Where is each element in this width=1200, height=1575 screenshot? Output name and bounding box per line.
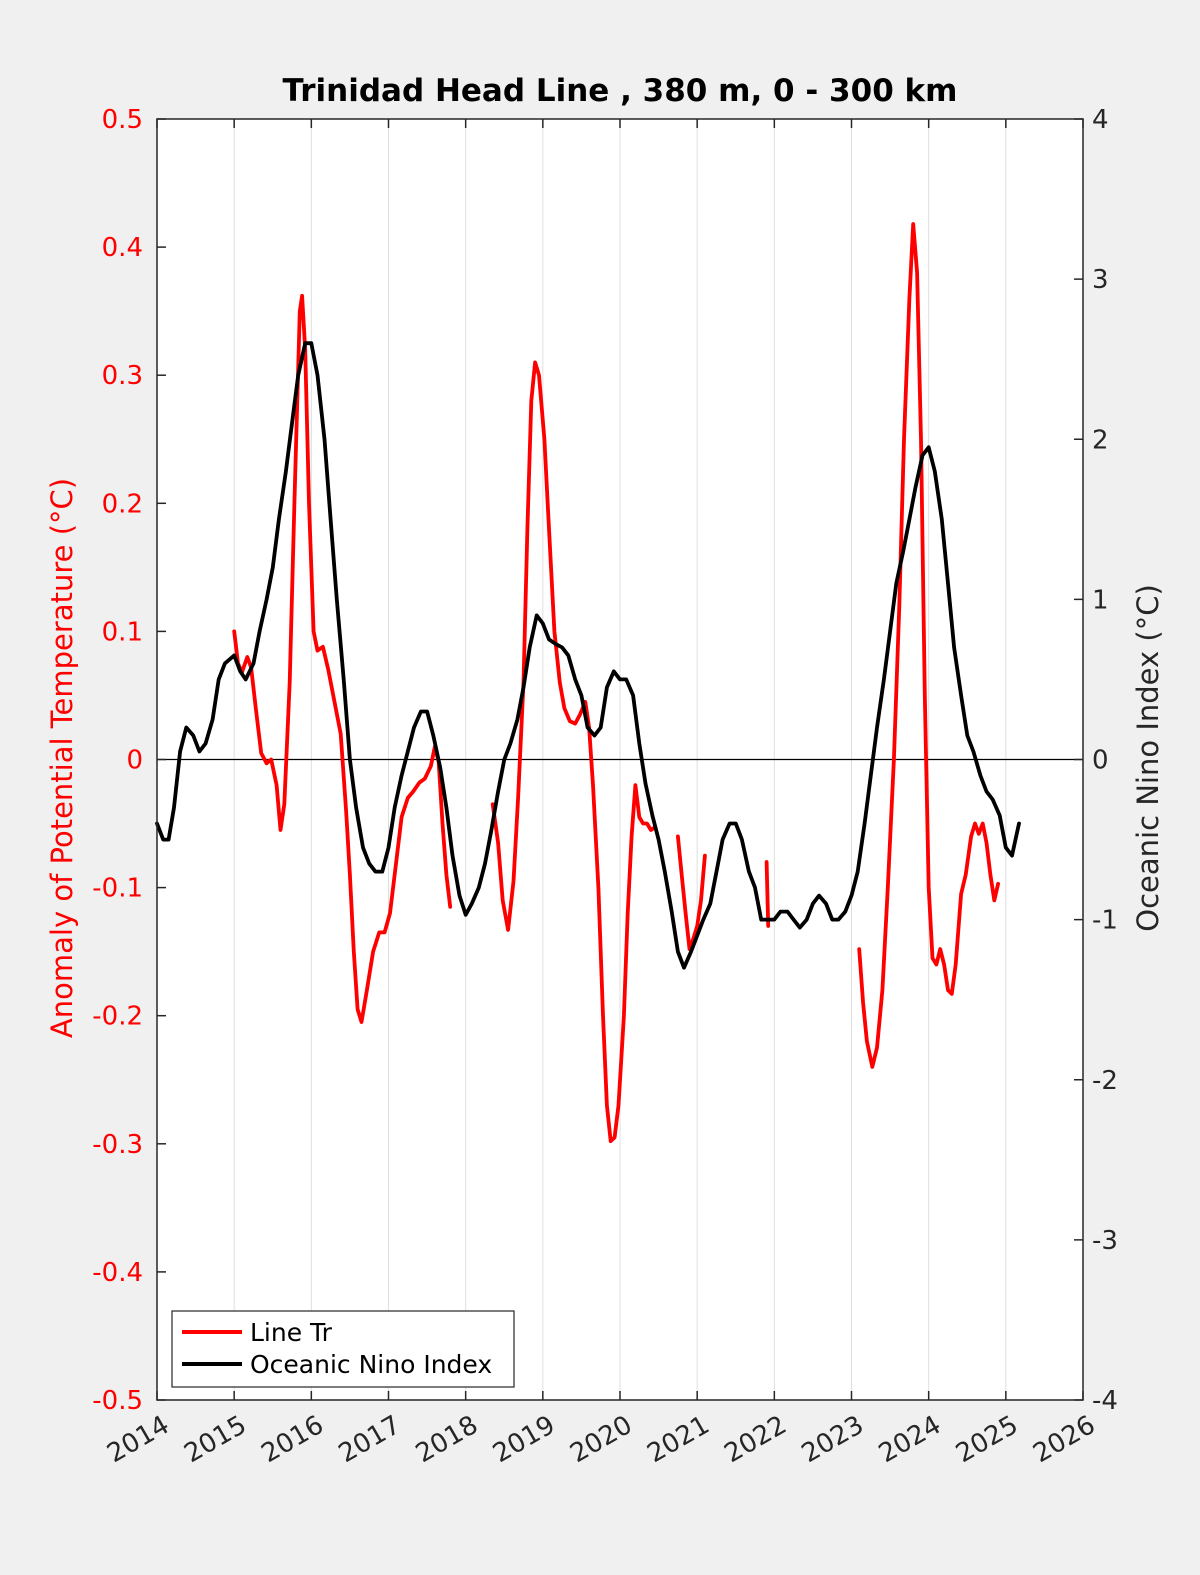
left-tick-label: 0.4 <box>102 233 143 263</box>
right-tick-label: 0 <box>1092 746 1109 776</box>
x-tick-label: 2023 <box>797 1410 869 1469</box>
right-tick-label: -4 <box>1092 1386 1118 1416</box>
x-tick-label: 2015 <box>179 1410 251 1469</box>
x-tick-label: 2026 <box>1028 1410 1100 1469</box>
left-tick-label: -0.2 <box>92 1002 143 1032</box>
left-tick-label: -0.5 <box>92 1386 143 1416</box>
series-oceanic-nino-index <box>155 341 1021 970</box>
right-tick-label: 2 <box>1092 425 1109 455</box>
x-tick-label: 2016 <box>257 1410 329 1469</box>
series-line-tr-segment-3 <box>676 834 707 951</box>
right-axis: -4 -3 -2 -1 0 1 2 3 4 <box>1074 105 1118 1416</box>
chart-title: Trinidad Head Line , 380 m, 0 - 300 km <box>283 73 958 109</box>
legend-label-oni: Oceanic Nino Index <box>250 1350 492 1379</box>
series-line-tr-segment-1 <box>232 293 453 1024</box>
x-tick-label: 2014 <box>102 1410 174 1469</box>
series-line-tr-segment-4 <box>764 860 771 928</box>
left-tick-label: 0.5 <box>102 105 143 135</box>
left-tick-label: 0.3 <box>102 361 143 391</box>
right-tick-label: -2 <box>1092 1066 1118 1096</box>
right-tick-label: -1 <box>1092 906 1118 936</box>
x-tick-label: 2025 <box>951 1410 1023 1469</box>
x-tick-label: 2024 <box>874 1410 946 1469</box>
legend-box <box>171 1310 515 1388</box>
x-tick-label: 2021 <box>642 1410 714 1469</box>
series-layer <box>155 222 1021 1144</box>
x-tick-label: 2017 <box>334 1410 406 1469</box>
left-tick-label: 0 <box>126 746 143 776</box>
left-axis: -0.5 -0.4 -0.3 -0.2 -0.1 0 0.1 0.2 0.3 0.4 0.5 <box>92 105 166 1416</box>
left-tick-label: 0.2 <box>102 489 143 519</box>
right-axis-label: Oceanic Nino Index (°C) <box>1131 584 1165 932</box>
left-tick-label: -0.3 <box>92 1130 143 1160</box>
right-tick-label: 1 <box>1092 585 1109 615</box>
x-tick-label: 2022 <box>720 1410 792 1469</box>
right-tick-label: 3 <box>1092 265 1109 295</box>
series-line-tr-segment-5 <box>857 222 1000 1069</box>
x-tick-label: 2020 <box>565 1410 637 1469</box>
x-tick-label: 2018 <box>411 1410 483 1469</box>
left-axis-label: Anomaly of Potential Temperature (°C) <box>45 478 79 1038</box>
x-tick-label: 2019 <box>488 1410 560 1469</box>
right-tick-label: -3 <box>1092 1226 1118 1256</box>
left-tick-label: -0.1 <box>92 874 143 904</box>
left-tick-label: -0.4 <box>92 1258 143 1288</box>
legend: Line Tr Oceanic Nino Index <box>171 1310 515 1388</box>
left-tick-label: 0.1 <box>102 617 143 647</box>
right-tick-label: 4 <box>1092 105 1109 135</box>
legend-label-line-tr: Line Tr <box>250 1318 333 1347</box>
